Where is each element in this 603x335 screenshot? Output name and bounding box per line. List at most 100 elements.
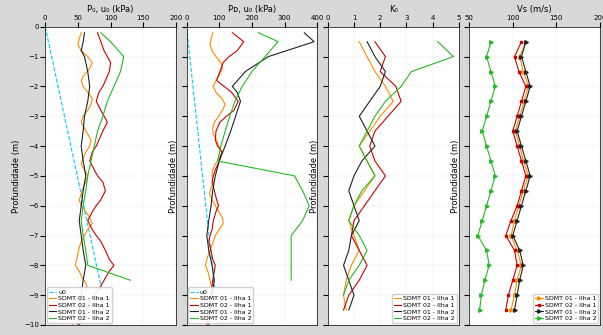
SDMT 01 - Ilha 2 xyxy=(216,159,223,163)
SDMT 01 - Ilha 1 xyxy=(515,204,522,208)
SDMT 01 - Ilha 2 xyxy=(265,55,272,59)
Y-axis label: Profundidade (m): Profundidade (m) xyxy=(310,139,319,213)
SDMT 02 - Ilha 1 xyxy=(90,168,98,172)
SDMT 02 - Ilha 2 xyxy=(127,278,134,282)
SDMT 01 - Ilha 1 xyxy=(343,278,350,282)
SDMT 02 - Ilha 1 xyxy=(94,174,101,178)
SDMT 01 - Ilha 2 xyxy=(209,293,216,297)
SDMT 01 - Ilha 2 xyxy=(207,204,215,208)
SDMT 02 - Ilha 1 xyxy=(361,204,368,208)
SDMT 01 - Ilha 1 xyxy=(221,102,229,106)
SDMT 02 - Ilha 1 xyxy=(511,55,518,59)
SDMT 01 - Ilha 1 xyxy=(361,189,368,193)
SDMT 01 - Ilha 2 xyxy=(350,204,358,208)
SDMT 02 - Ilha 1 xyxy=(511,249,518,253)
SDMT 01 - Ilha 1 xyxy=(81,233,88,238)
SDMT 01 - Ilha 2 xyxy=(371,55,379,59)
SDMT 02 - Ilha 1 xyxy=(95,138,103,142)
SDMT 02 - Ilha 2 xyxy=(483,144,490,148)
SDMT 01 - Ilha 1 xyxy=(78,78,85,82)
SDMT 01 - Ilha 1 xyxy=(209,198,216,202)
SDMT 01 - Ilha 1 xyxy=(216,156,223,160)
SDMT 01 - Ilha 2 xyxy=(516,278,523,282)
SDMT 01 - Ilha 1 xyxy=(80,114,87,118)
SDMT 02 - Ilha 2 xyxy=(487,99,494,103)
SDMT 02 - Ilha 2 xyxy=(110,84,118,88)
SDMT 01 - Ilha 1 xyxy=(356,249,363,253)
SDMT 01 - Ilha 1 xyxy=(81,72,88,76)
SDMT 02 - Ilha 1 xyxy=(102,78,109,82)
SDMT 01 - Ilha 1 xyxy=(210,120,218,124)
SDMT 01 - Ilha 2 xyxy=(81,114,88,118)
SDMT 01 - Ilha 2 xyxy=(205,218,212,222)
SDMT 02 - Ilha 1 xyxy=(212,138,219,142)
SDMT 01 - Ilha 1 xyxy=(520,159,527,163)
SDMT 01 - Ilha 2 xyxy=(82,263,89,267)
SDMT 01 - Ilha 1 xyxy=(212,162,219,166)
SDMT 02 - Ilha 2 xyxy=(483,114,490,118)
SDMT 02 - Ilha 2 xyxy=(345,278,352,282)
Line: SDMT 01 - Ilha 1: SDMT 01 - Ilha 1 xyxy=(71,33,92,325)
Title: P₀, u₀ (kPa): P₀, u₀ (kPa) xyxy=(87,5,134,14)
SDMT 01 - Ilha 1 xyxy=(507,308,514,312)
SDMT 02 - Ilha 2 xyxy=(434,40,441,44)
SDMT 01 - Ilha 1 xyxy=(209,168,216,172)
SDMT 02 - Ilha 2 xyxy=(364,129,371,133)
SDMT 02 - Ilha 1 xyxy=(371,159,379,163)
SDMT 01 - Ilha 2 xyxy=(209,189,216,193)
SDMT 02 - Ilha 2 xyxy=(82,189,89,193)
SDMT 02 - Ilha 2 xyxy=(94,129,101,133)
SDMT 02 - Ilha 2 xyxy=(491,84,499,88)
SDMT 02 - Ilha 2 xyxy=(397,84,405,88)
SDMT 02 - Ilha 2 xyxy=(483,204,490,208)
SDMT 01 - Ilha 1 xyxy=(87,102,95,106)
SDMT 01 - Ilha 2 xyxy=(78,204,85,208)
SDMT 02 - Ilha 2 xyxy=(291,174,298,178)
SDMT 02 - Ilha 1 xyxy=(101,49,108,53)
SDMT 02 - Ilha 1 xyxy=(207,249,215,253)
SDMT 01 - Ilha 2 xyxy=(348,233,355,238)
SDMT 01 - Ilha 1 xyxy=(80,186,87,190)
SDMT 01 - Ilha 1 xyxy=(78,31,85,35)
SDMT 01 - Ilha 1 xyxy=(204,269,212,273)
SDMT 02 - Ilha 2 xyxy=(288,233,295,238)
SDMT 02 - Ilha 1 xyxy=(86,299,93,303)
Line: SDMT 02 - Ilha 1: SDMT 02 - Ilha 1 xyxy=(504,40,527,312)
SDMT 01 - Ilha 1 xyxy=(209,287,216,291)
SDMT 02 - Ilha 1 xyxy=(229,31,236,35)
SDMT 02 - Ilha 1 xyxy=(209,257,216,261)
SDMT 02 - Ilha 2 xyxy=(345,218,352,222)
SDMT 01 - Ilha 1 xyxy=(376,114,384,118)
SDMT 02 - Ilha 2 xyxy=(356,233,363,238)
SDMT 01 - Ilha 1 xyxy=(82,180,89,184)
SDMT 02 - Ilha 1 xyxy=(214,144,221,148)
SDMT 02 - Ilha 2 xyxy=(80,204,87,208)
SDMT 01 - Ilha 2 xyxy=(221,144,229,148)
SDMT 02 - Ilha 1 xyxy=(89,227,96,231)
SDMT 02 - Ilha 1 xyxy=(93,144,100,148)
SDMT 02 - Ilha 1 xyxy=(226,55,233,59)
SDMT 01 - Ilha 1 xyxy=(219,221,227,225)
SDMT 02 - Ilha 1 xyxy=(240,40,247,44)
SDMT 01 - Ilha 2 xyxy=(345,249,352,253)
SDMT 02 - Ilha 1 xyxy=(218,150,226,154)
SDMT 01 - Ilha 2 xyxy=(206,308,213,312)
SDMT 02 - Ilha 1 xyxy=(518,159,525,163)
SDMT 01 - Ilha 2 xyxy=(203,233,210,238)
SDMT 01 - Ilha 1 xyxy=(371,174,379,178)
SDMT 01 - Ilha 2 xyxy=(229,84,236,88)
SDMT 02 - Ilha 2 xyxy=(485,263,493,267)
SDMT 01 - Ilha 1 xyxy=(86,216,93,220)
SDMT 02 - Ilha 1 xyxy=(221,84,228,88)
SDMT 02 - Ilha 2 xyxy=(82,249,89,253)
SDMT 01 - Ilha 1 xyxy=(80,293,87,297)
SDMT 02 - Ilha 1 xyxy=(215,204,223,208)
SDMT 01 - Ilha 2 xyxy=(522,189,529,193)
SDMT 01 - Ilha 2 xyxy=(371,144,379,148)
SDMT 01 - Ilha 2 xyxy=(81,31,88,35)
SDMT 01 - Ilha 1 xyxy=(356,40,363,44)
SDMT 01 - Ilha 2 xyxy=(209,263,216,267)
SDMT 02 - Ilha 2 xyxy=(371,114,379,118)
SDMT 01 - Ilha 1 xyxy=(203,257,210,261)
SDMT 02 - Ilha 1 xyxy=(93,204,100,208)
